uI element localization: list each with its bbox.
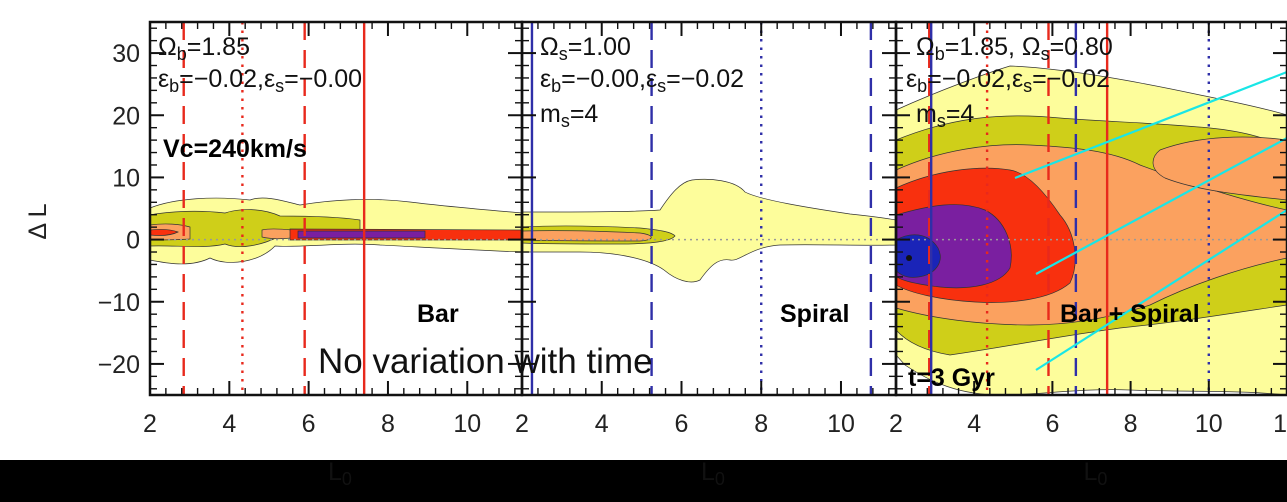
reference-lines (150, 22, 1287, 395)
no-variation-text: No variation with time (318, 342, 653, 381)
contour-orange-upper-right (1152, 136, 1287, 201)
x-axis-label-spiral: L0 (701, 458, 725, 489)
y-tick-label: 30 (112, 40, 140, 68)
x-axis-label-bar: L0 (328, 458, 352, 489)
cyan-pointer-line-0 (1014, 70, 1287, 180)
panel-frames (148, 20, 1287, 397)
panel-spiral-label: Spiral (780, 300, 849, 328)
panel-combined-epsilon: εb=−0.02,εs=−0.02 (906, 65, 1110, 96)
panel-spiral-epsilon: εb=−0.00,εs=−0.02 (540, 65, 744, 96)
x-tick-label: 6 (675, 410, 689, 438)
x-tick-label: 8 (1124, 410, 1138, 438)
x-tick-label: 4 (222, 410, 236, 438)
cyan-pointer-line-1 (1035, 137, 1287, 275)
panel-combined-label: Bar + Spiral (1060, 300, 1200, 328)
y-axis-label: Δ L (24, 203, 52, 239)
contour-orange-bar-mid (261, 228, 293, 240)
x-tick-label: 2 (515, 410, 529, 438)
panel-bar-omega: Ωb=1.85 (158, 33, 250, 64)
contour-blue-combined (895, 234, 941, 278)
panel-combined-omega: Ωb=1.85, Ωs=0.80 (916, 33, 1113, 64)
x-tick-label: 6 (1045, 410, 1059, 438)
panel-combined-time-label: t=3 Gyr (908, 364, 995, 392)
panel-spiral-ms: ms=4 (540, 100, 598, 131)
x-axis-label-combined: L0 (1084, 458, 1108, 489)
y-tick-label: 10 (112, 164, 140, 192)
y-tick-label: 20 (112, 102, 140, 130)
x-tick-label: 4 (967, 410, 981, 438)
x-tick-label: 12 (1273, 410, 1287, 438)
panel-bar-label: Bar (417, 300, 459, 328)
y-tick-label: −10 (98, 289, 140, 317)
x-tick-label: 2 (889, 410, 903, 438)
x-tick-label: 10 (453, 410, 481, 438)
x-tick-label: 10 (1195, 410, 1223, 438)
x-tick-label: 2 (143, 410, 157, 438)
contour-orange-spiral (521, 230, 652, 242)
panel-bar-epsilon: εb=−0.02,εs=−0.00 (158, 65, 362, 96)
y-tick-label: 0 (126, 227, 140, 255)
contour-purple-bar (297, 230, 426, 239)
cyan-pointer-line-2 (1035, 209, 1287, 371)
x-tick-label: 4 (595, 410, 609, 438)
x-tick-label: 8 (754, 410, 768, 438)
contour-layer (149, 65, 1287, 396)
panel-frame-combined (894, 20, 1287, 397)
x-tick-label: 8 (381, 410, 395, 438)
panel-bar-vc-label: Vc=240km/s (163, 135, 307, 163)
panel-spiral-omega: Ωs=1.00 (540, 33, 631, 64)
contour-yellow-spiral (521, 178, 897, 283)
y-tick-label: −20 (98, 351, 140, 379)
contour-red-bar-left (149, 229, 179, 236)
text-layer: 30 20 10 0 −10 −20 Δ L 2 4 6 8 10 L0 2 4 6 8 10 L0 2 4 6 8 10 12… (24, 33, 1287, 489)
panel-combined-ms: ms=4 (916, 100, 974, 131)
x-tick-label: 10 (827, 410, 855, 438)
x-tick-label: 6 (302, 410, 316, 438)
contour-peak-dot (906, 255, 912, 261)
